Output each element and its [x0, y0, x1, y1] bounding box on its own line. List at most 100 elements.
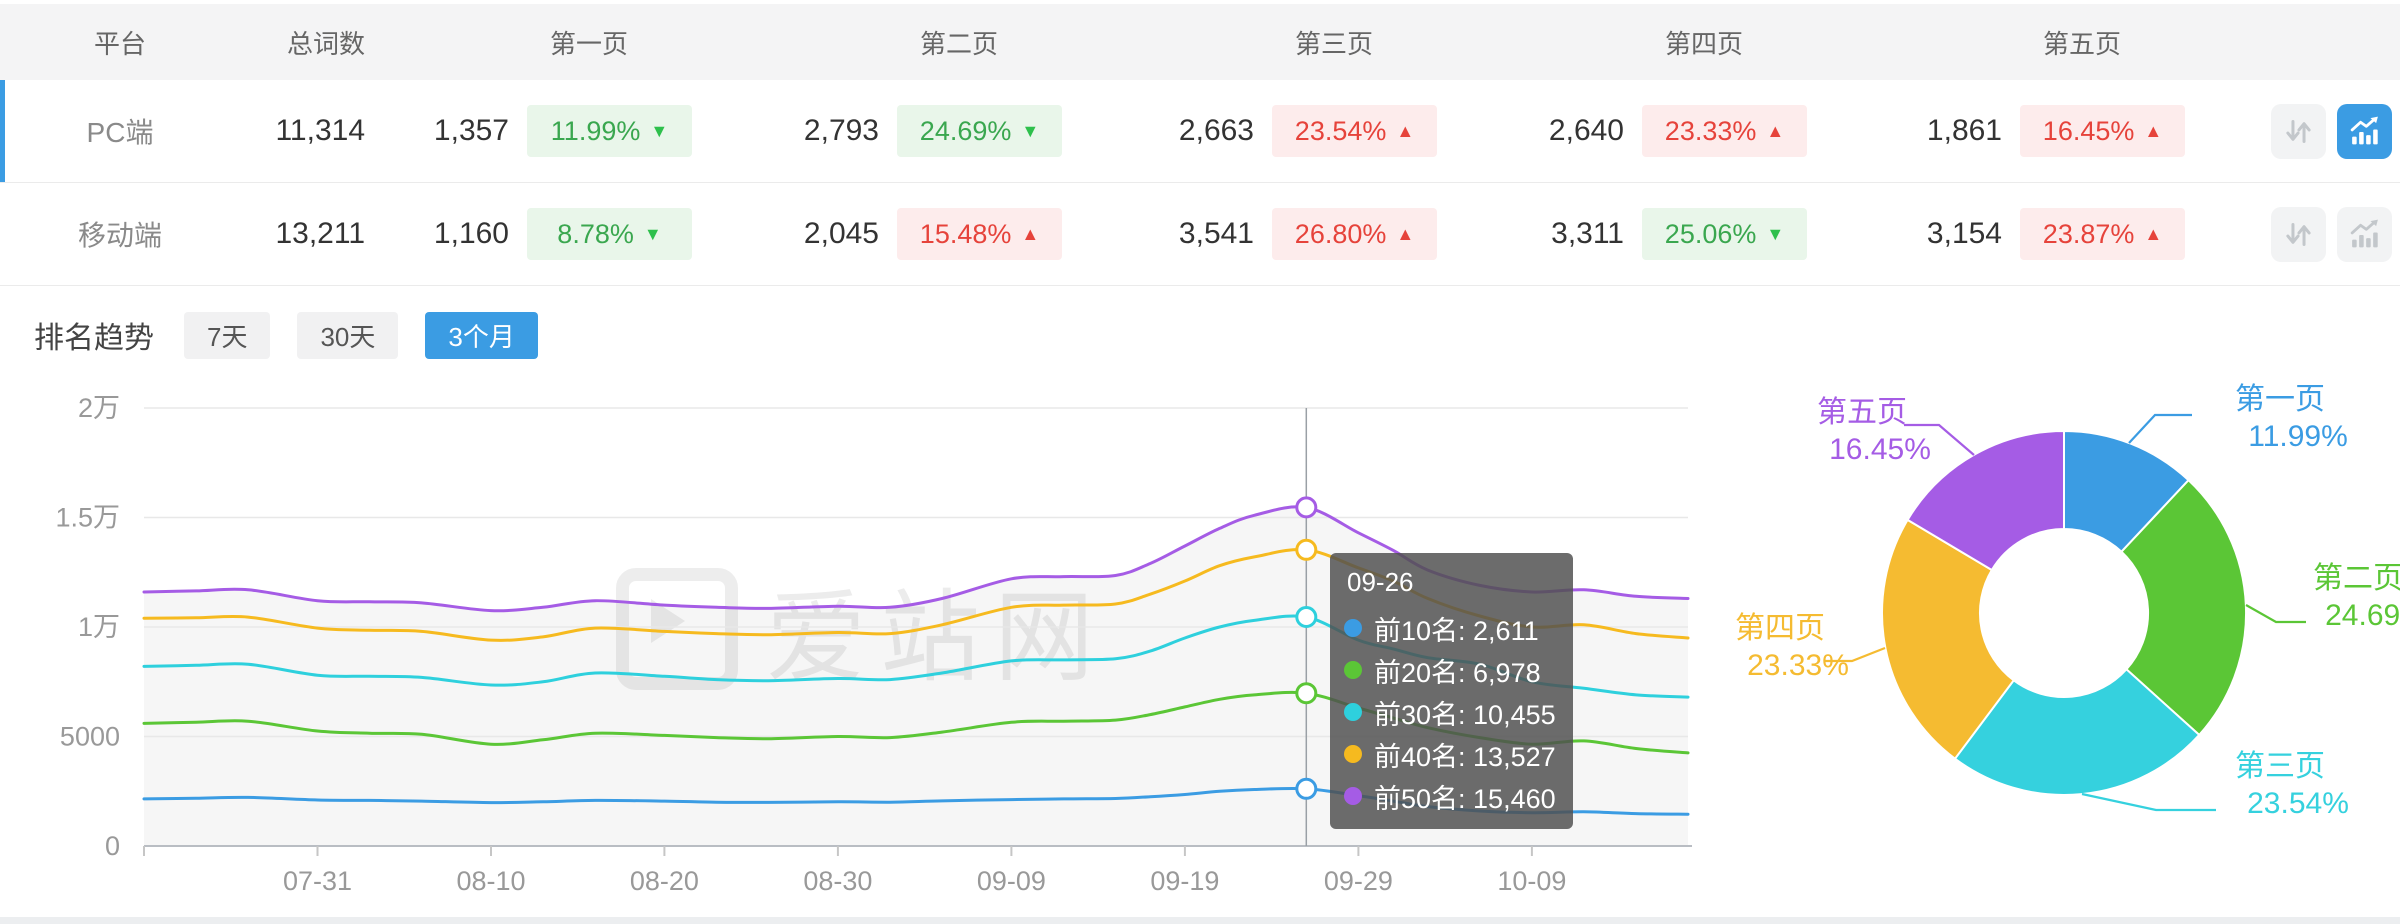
donut-label-第四页: 第四页 23.33%	[1680, 610, 1880, 684]
tab-30天[interactable]: 30天	[297, 311, 399, 359]
x-axis-label: 09-09	[977, 866, 1046, 896]
page1-count: 1,357	[433, 114, 509, 147]
table-row-移动端[interactable]: 移动端 13,211 1,160 8.78% ▼ 2,045 15.48% ▲ …	[0, 183, 2400, 286]
x-axis-label: 08-20	[630, 866, 699, 896]
page1-cell: 1,357 11.99% ▼	[365, 105, 700, 157]
arrow-up-icon: ▲	[2144, 224, 2163, 244]
slice-percent: 23.54%	[2247, 787, 2349, 820]
arrow-up-icon: ▲	[1766, 121, 1785, 141]
page1-count: 1,160	[433, 217, 509, 250]
arrow-up-icon: ▲	[1396, 224, 1415, 244]
show-trend-button[interactable]	[2337, 103, 2392, 159]
table-header: 平台 总词数 第一页 第二页 第三页 第四页 第五页	[0, 4, 2400, 80]
donut-slice-第三页[interactable]	[1953, 667, 2201, 796]
tooltip-item: 前40名: 13,527	[1344, 733, 1559, 775]
page5-cell: 3,154 23.87% ▲	[1815, 208, 2193, 260]
page2-cell: 2,793 24.69% ▼	[700, 105, 1070, 157]
page3-count: 3,541	[1178, 217, 1254, 250]
series-dot-icon	[1344, 787, 1362, 805]
tooltip-date: 09-26	[1347, 567, 1414, 597]
table-row-PC端[interactable]: PC端 11,314 1,357 11.99% ▼ 2,793 24.69% ▼…	[0, 80, 2400, 183]
page2-change-badge: 24.69% ▼	[897, 105, 1062, 157]
slice-name: 第五页	[1817, 396, 1907, 429]
arrow-up-icon: ▲	[1396, 121, 1415, 141]
tab-3个月[interactable]: 3个月	[425, 311, 538, 359]
slice-name: 第二页	[2313, 562, 2400, 595]
series-dot-icon	[1344, 661, 1362, 679]
platform-label: 移动端	[77, 220, 162, 251]
col-header-page1: 第一页	[549, 28, 628, 59]
page1-change-badge: 8.78% ▼	[527, 208, 692, 260]
y-axis-label: 1.5万	[55, 503, 120, 533]
hover-marker	[1295, 538, 1318, 561]
x-axis-label: 09-19	[1150, 866, 1219, 896]
change-pct: 23.87%	[2042, 218, 2135, 249]
page-distribution-donut[interactable]	[1700, 330, 2400, 924]
tab-7天[interactable]: 7天	[184, 311, 271, 359]
tooltip-text: 前50名: 15,460	[1374, 783, 1556, 814]
page3-cell: 3,541 26.80% ▲	[1070, 208, 1445, 260]
change-pct: 24.69%	[919, 115, 1012, 146]
page4-count: 2,640	[1548, 114, 1624, 147]
tooltip-item: 前50名: 15,460	[1344, 775, 1559, 817]
y-axis-label: 0	[105, 831, 120, 861]
x-axis-label: 10-09	[1497, 866, 1566, 896]
page5-count: 1,861	[1926, 114, 2002, 147]
x-axis-label: 08-10	[456, 866, 525, 896]
show-trend-button[interactable]	[2337, 206, 2392, 262]
slice-name: 第四页	[1735, 612, 1825, 645]
tooltip-item: 前10名: 2,611	[1344, 607, 1559, 649]
hover-marker	[1295, 777, 1318, 800]
donut-leader-line	[1824, 646, 1886, 663]
sort-arrows-icon	[2286, 119, 2311, 143]
hover-marker	[1295, 496, 1318, 519]
donut-leader-line	[1904, 423, 1975, 456]
change-pct: 8.78%	[557, 218, 634, 249]
page4-cell: 2,640 23.33% ▲	[1445, 105, 1815, 157]
donut-label-第三页: 第三页 23.54%	[2180, 748, 2380, 822]
total-words: 13,211	[275, 217, 365, 250]
page4-cell: 3,311 25.06% ▼	[1445, 208, 1815, 260]
tooltip-text: 前10名: 2,611	[1374, 615, 1539, 646]
page2-count: 2,045	[803, 217, 879, 250]
slice-name: 第三页	[2235, 750, 2325, 783]
arrow-up-icon: ▲	[1021, 224, 1040, 244]
change-pct: 26.80%	[1294, 218, 1387, 249]
sort-button[interactable]	[2271, 103, 2326, 159]
slice-percent: 11.99%	[2248, 420, 2348, 453]
donut-slice-第二页[interactable]	[2120, 478, 2248, 737]
tooltip-text: 前20名: 6,978	[1374, 657, 1541, 688]
sort-button[interactable]	[2271, 206, 2326, 262]
donut-leader-line	[2081, 792, 2216, 812]
page2-count: 2,793	[803, 114, 879, 147]
donut-label-第二页: 第二页 24.69%	[2258, 560, 2400, 634]
page2-change-badge: 15.48% ▲	[897, 208, 1062, 260]
tooltip-text: 前30名: 10,455	[1374, 699, 1556, 730]
slice-name: 第一页	[2235, 383, 2325, 416]
tooltip-items: 前10名: 2,611 前20名: 6,978 前30名: 10,455 前40…	[1344, 607, 1559, 817]
arrow-up-icon: ▲	[2144, 121, 2163, 141]
change-pct: 23.54%	[1294, 115, 1387, 146]
tooltip-item: 前30名: 10,455	[1344, 691, 1559, 733]
page4-change-badge: 25.06% ▼	[1642, 208, 1807, 260]
y-axis-label: 1万	[78, 612, 120, 642]
col-header-page4: 第四页	[1664, 28, 1743, 59]
y-axis-label: 5000	[60, 722, 120, 752]
page5-count: 3,154	[1926, 217, 2002, 250]
donut-slice-第四页[interactable]	[1881, 518, 2016, 761]
hover-marker	[1295, 682, 1318, 705]
donut-slice-第五页[interactable]	[1906, 429, 2065, 572]
arrow-down-icon: ▼	[643, 224, 662, 244]
platform-table-body: PC端 11,314 1,357 11.99% ▼ 2,793 24.69% ▼…	[0, 80, 2400, 286]
col-header-platform: 平台	[93, 28, 146, 59]
trend-toolbar: 排名趋势 7天 30天 3个月	[34, 311, 565, 359]
change-pct: 16.45%	[2042, 115, 2135, 146]
platform-label: PC端	[86, 117, 154, 148]
change-pct: 11.99%	[550, 115, 641, 146]
series-dot-icon	[1344, 703, 1362, 721]
page5-cell: 1,861 16.45% ▲	[1815, 105, 2193, 157]
col-header-page2: 第二页	[919, 28, 998, 59]
total-words: 11,314	[275, 114, 365, 147]
donut-leader-line	[2245, 604, 2306, 624]
col-header-page3: 第三页	[1294, 28, 1373, 59]
